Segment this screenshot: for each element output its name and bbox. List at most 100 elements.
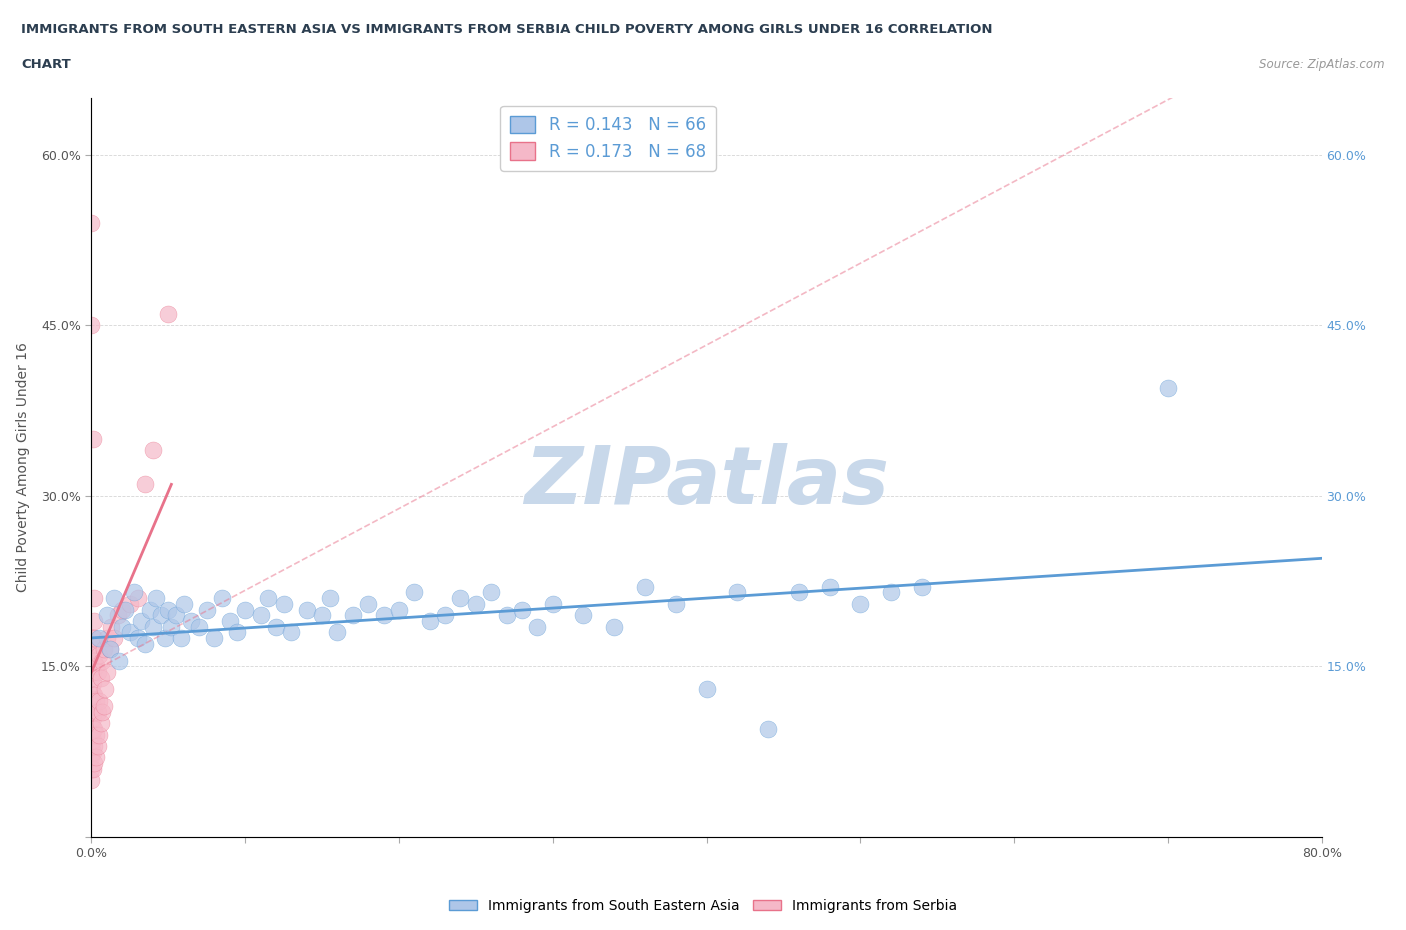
Point — [80, 216, 103, 231]
Point — [83, 755, 105, 770]
Point — [111, 619, 134, 634]
Point — [80, 711, 103, 725]
Point — [80, 693, 103, 708]
Point — [311, 608, 333, 623]
Point — [449, 591, 471, 605]
Point — [80, 733, 103, 748]
Point — [83, 614, 105, 629]
Point — [100, 619, 122, 634]
Point — [142, 619, 165, 634]
Point — [82, 687, 104, 702]
Point — [787, 585, 810, 600]
Point — [495, 608, 517, 623]
Point — [357, 596, 380, 611]
Point — [80, 727, 103, 742]
Point — [280, 625, 302, 640]
Point — [725, 585, 748, 600]
Point — [818, 579, 841, 594]
Point — [96, 608, 118, 623]
Point — [82, 698, 104, 713]
Text: CHART: CHART — [21, 58, 70, 71]
Point — [160, 619, 183, 634]
Point — [326, 625, 349, 640]
Point — [80, 647, 103, 662]
Point — [139, 602, 162, 617]
Point — [134, 477, 156, 492]
Point — [464, 596, 486, 611]
Point — [83, 653, 105, 668]
Point — [111, 602, 134, 617]
Point — [1157, 380, 1180, 395]
Point — [127, 591, 149, 605]
Point — [165, 608, 187, 623]
Point — [80, 750, 103, 764]
Point — [526, 619, 548, 634]
Point — [103, 631, 125, 645]
Point — [226, 625, 249, 640]
Point — [218, 614, 240, 629]
Point — [202, 631, 225, 645]
Point — [82, 711, 104, 725]
Point — [83, 738, 105, 753]
Point — [373, 608, 395, 623]
Point — [157, 306, 180, 321]
Point — [173, 596, 195, 611]
Point — [93, 698, 115, 713]
Point — [134, 636, 156, 651]
Point — [84, 750, 107, 764]
Point — [83, 591, 105, 605]
Point — [572, 608, 595, 623]
Point — [80, 738, 103, 753]
Point — [82, 665, 104, 680]
Point — [82, 762, 104, 777]
Point — [114, 602, 136, 617]
Point — [83, 631, 105, 645]
Point — [180, 614, 202, 629]
Point — [98, 642, 121, 657]
Point — [80, 704, 103, 719]
Point — [510, 602, 533, 617]
Point — [107, 608, 129, 623]
Point — [153, 631, 177, 645]
Point — [96, 665, 118, 680]
Point — [127, 631, 149, 645]
Point — [603, 619, 626, 634]
Point — [87, 631, 110, 645]
Point — [80, 659, 103, 674]
Point — [211, 591, 233, 605]
Point — [94, 682, 117, 697]
Point — [96, 631, 118, 645]
Point — [86, 665, 108, 680]
Point — [80, 318, 103, 333]
Point — [80, 671, 103, 685]
Point — [82, 631, 104, 645]
Point — [93, 642, 115, 657]
Point — [84, 659, 107, 674]
Point — [82, 733, 104, 748]
Point — [80, 716, 103, 731]
Point — [80, 773, 103, 788]
Point — [756, 722, 779, 737]
Y-axis label: Child Poverty Among Girls Under 16: Child Poverty Among Girls Under 16 — [15, 342, 30, 592]
Point — [80, 682, 103, 697]
Text: IMMIGRANTS FROM SOUTH EASTERN ASIA VS IMMIGRANTS FROM SERBIA CHILD POVERTY AMONG: IMMIGRANTS FROM SOUTH EASTERN ASIA VS IM… — [21, 23, 993, 36]
Point — [80, 762, 103, 777]
Point — [541, 596, 564, 611]
Point — [108, 653, 131, 668]
Point — [157, 602, 180, 617]
Point — [90, 716, 112, 731]
Point — [188, 619, 211, 634]
Point — [86, 738, 108, 753]
Point — [118, 625, 141, 640]
Point — [911, 579, 934, 594]
Point — [80, 698, 103, 713]
Point — [90, 671, 112, 685]
Point — [665, 596, 688, 611]
Legend: R = 0.143   N = 66, R = 0.173   N = 68: R = 0.143 N = 66, R = 0.173 N = 68 — [501, 106, 716, 170]
Point — [434, 608, 457, 623]
Point — [388, 602, 411, 617]
Point — [233, 602, 256, 617]
Text: Source: ZipAtlas.com: Source: ZipAtlas.com — [1260, 58, 1385, 71]
Point — [103, 591, 125, 605]
Point — [118, 596, 141, 611]
